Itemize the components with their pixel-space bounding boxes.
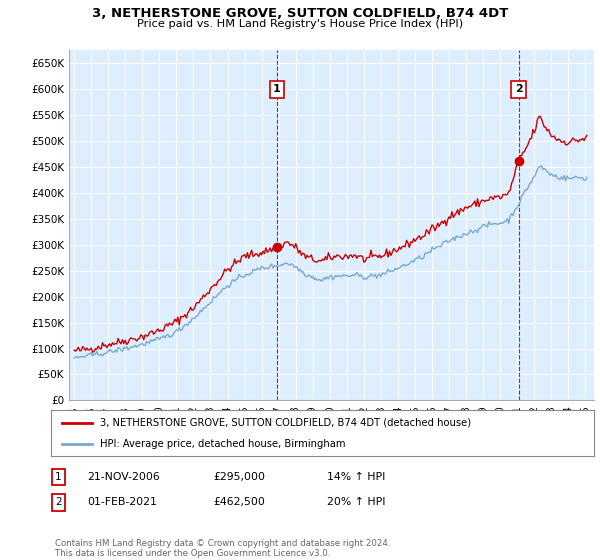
Text: 1: 1	[55, 472, 62, 482]
Text: HPI: Average price, detached house, Birmingham: HPI: Average price, detached house, Birm…	[100, 439, 346, 449]
Text: 21-NOV-2006: 21-NOV-2006	[87, 472, 160, 482]
Text: 3, NETHERSTONE GROVE, SUTTON COLDFIELD, B74 4DT: 3, NETHERSTONE GROVE, SUTTON COLDFIELD, …	[92, 7, 508, 20]
Text: 3, NETHERSTONE GROVE, SUTTON COLDFIELD, B74 4DT (detached house): 3, NETHERSTONE GROVE, SUTTON COLDFIELD, …	[100, 418, 471, 428]
Text: £462,500: £462,500	[213, 497, 265, 507]
Text: 2: 2	[55, 497, 62, 507]
Text: Contains HM Land Registry data © Crown copyright and database right 2024.
This d: Contains HM Land Registry data © Crown c…	[55, 539, 391, 558]
Text: 1: 1	[273, 85, 281, 94]
Text: 20% ↑ HPI: 20% ↑ HPI	[327, 497, 386, 507]
Text: 14% ↑ HPI: 14% ↑ HPI	[327, 472, 385, 482]
Text: Price paid vs. HM Land Registry's House Price Index (HPI): Price paid vs. HM Land Registry's House …	[137, 19, 463, 29]
Text: £295,000: £295,000	[213, 472, 265, 482]
Text: 2: 2	[515, 85, 523, 94]
Text: 01-FEB-2021: 01-FEB-2021	[87, 497, 157, 507]
